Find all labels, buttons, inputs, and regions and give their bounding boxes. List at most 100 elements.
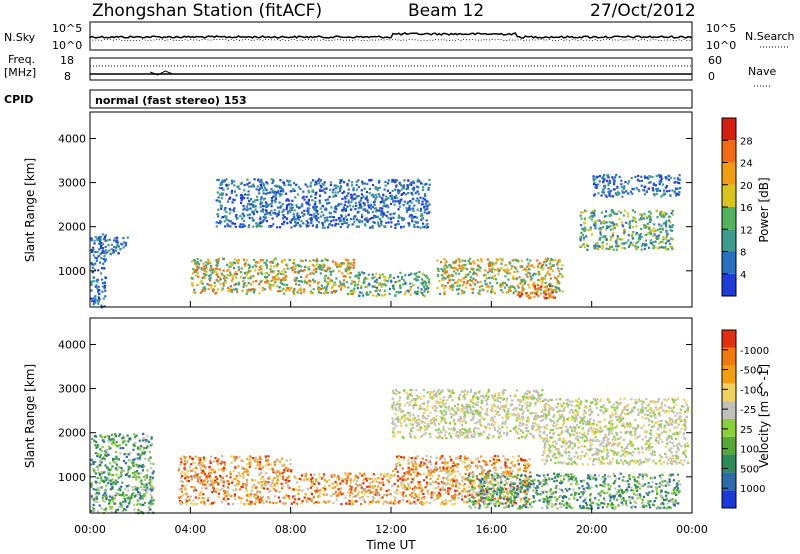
range-cell — [367, 211, 370, 214]
range-cell — [600, 228, 603, 231]
range-cell — [93, 242, 96, 245]
range-cell — [385, 214, 388, 217]
range-cell — [355, 225, 358, 228]
range-cell — [100, 450, 103, 453]
range-cell — [539, 285, 543, 288]
range-cell — [306, 185, 309, 188]
range-cell — [449, 265, 452, 268]
range-cell — [200, 479, 203, 482]
range-cell — [338, 220, 342, 223]
range-cell — [96, 487, 100, 490]
range-cell — [644, 226, 647, 229]
range-cell — [394, 181, 397, 184]
range-cell — [615, 242, 618, 245]
range-cell — [248, 267, 251, 270]
range-cell — [137, 490, 140, 494]
range-cell — [271, 181, 274, 185]
range-cell — [179, 495, 182, 498]
range-cell — [410, 201, 413, 204]
range-cell — [354, 197, 357, 200]
range-cell — [102, 494, 105, 497]
range-cell — [264, 480, 267, 483]
range-cell — [441, 278, 445, 282]
range-cell — [109, 462, 112, 465]
range-cell — [513, 258, 516, 261]
range-cell — [391, 284, 395, 287]
range-cell — [635, 242, 638, 245]
range-cell — [273, 209, 276, 212]
range-cell — [332, 473, 335, 476]
range-cell — [619, 238, 622, 241]
range-cell — [384, 204, 387, 207]
range-cell — [228, 265, 231, 268]
range-cell — [311, 476, 314, 479]
range-cell — [674, 180, 677, 184]
range-cell — [502, 281, 505, 284]
range-cell — [307, 191, 310, 194]
range-cell — [336, 263, 339, 266]
range-cell — [375, 286, 379, 289]
range-cell — [378, 481, 381, 484]
range-cell — [272, 283, 276, 286]
range-cell — [284, 279, 287, 282]
range-cell — [280, 189, 283, 193]
range-cell — [200, 490, 203, 494]
range-cell — [334, 283, 337, 287]
range-cell — [591, 215, 594, 218]
range-cell — [142, 452, 146, 455]
range-cell — [440, 284, 444, 287]
range-cell — [215, 221, 218, 224]
range-cell — [109, 479, 112, 482]
range-cell — [444, 262, 447, 265]
range-cell — [425, 476, 428, 479]
range-cell — [389, 275, 392, 278]
range-cell — [238, 496, 241, 499]
range-cell — [318, 495, 321, 498]
range-cell — [611, 221, 614, 224]
range-cell — [426, 225, 429, 229]
range-cell — [117, 492, 120, 496]
range-cell — [303, 209, 306, 212]
range-cell — [336, 265, 339, 268]
range-cell — [286, 204, 289, 207]
range-cell — [445, 483, 448, 486]
range-cell — [620, 221, 624, 224]
range-cell — [367, 293, 370, 296]
freq-excursion — [150, 70, 173, 76]
range-cell — [245, 292, 248, 295]
range-cell — [235, 272, 238, 276]
range-cell — [227, 286, 230, 289]
range-cell — [256, 491, 259, 494]
range-cell — [314, 192, 318, 195]
range-cell — [595, 242, 598, 245]
range-cell — [105, 495, 108, 498]
range-cell — [260, 471, 263, 475]
range-cell — [311, 224, 314, 227]
range-cell — [121, 481, 124, 484]
range-cell — [671, 229, 674, 232]
range-cell — [107, 244, 110, 247]
range-cell — [409, 502, 412, 505]
range-cell — [551, 264, 554, 267]
range-cell — [373, 207, 376, 210]
range-cell — [237, 283, 240, 286]
range-cell — [487, 271, 490, 274]
range-cell — [381, 496, 384, 499]
range-cell — [192, 272, 195, 275]
range-cell — [233, 458, 236, 461]
range-cell — [218, 200, 221, 203]
range-cell — [364, 285, 367, 288]
range-cell — [138, 465, 141, 468]
range-cell — [494, 467, 498, 470]
range-cell — [611, 195, 615, 198]
range-cell — [416, 279, 419, 282]
range-cell — [327, 277, 330, 280]
range-cell — [242, 474, 245, 478]
range-cell — [499, 284, 502, 287]
range-cell — [241, 226, 244, 229]
range-cell — [140, 453, 143, 456]
range-cell — [245, 259, 248, 262]
range-cell — [461, 268, 464, 271]
range-cell — [288, 209, 291, 212]
nave-label: Nave — [748, 65, 776, 78]
